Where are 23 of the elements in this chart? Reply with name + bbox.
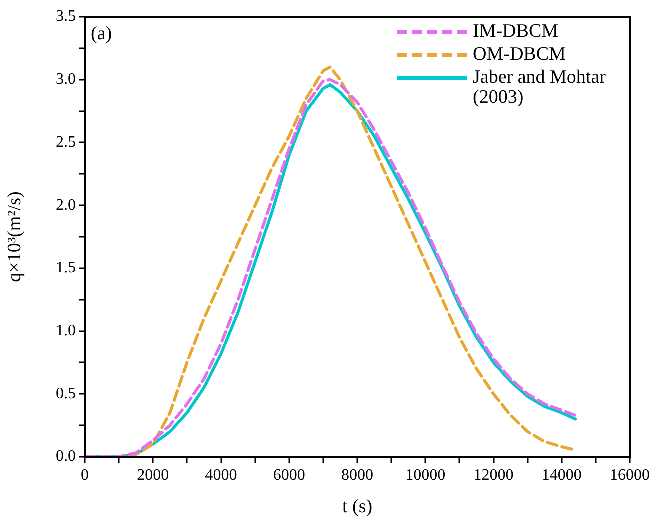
x-axis-title: t (s): [342, 496, 373, 518]
x-tick-label: 0: [81, 466, 89, 484]
x-tick-label: 12000: [474, 466, 514, 484]
y-tick-label: 2.5: [56, 134, 76, 151]
y-tick-label: 2.0: [56, 196, 76, 214]
x-tick-label: 14000: [542, 466, 582, 484]
x-tick-label: 10000: [406, 466, 446, 484]
annotation: (a): [91, 23, 112, 44]
y-tick-label: 0.5: [56, 385, 76, 402]
x-tick-label: 2000: [137, 466, 170, 484]
y-tick-label: 1.5: [56, 260, 76, 277]
y-tick-label: 0.0: [56, 448, 76, 466]
x-tick-label: 8000: [342, 466, 374, 484]
x-tick-label: 16000: [610, 466, 650, 484]
legend-label: OM-DBCM: [473, 44, 566, 65]
legend-label: Jaber and Mohtar (2003): [473, 67, 607, 108]
y-axis-title: q×10³(m²/s): [4, 192, 26, 282]
x-tick-label: 6000: [273, 466, 306, 484]
y-tick-label: 3.5: [56, 8, 76, 26]
y-tick-label: 1.0: [56, 322, 76, 340]
legend-label: IM-DBCM: [473, 21, 559, 42]
y-tick-label: 3.0: [56, 71, 76, 88]
x-tick-label: 4000: [205, 466, 238, 484]
